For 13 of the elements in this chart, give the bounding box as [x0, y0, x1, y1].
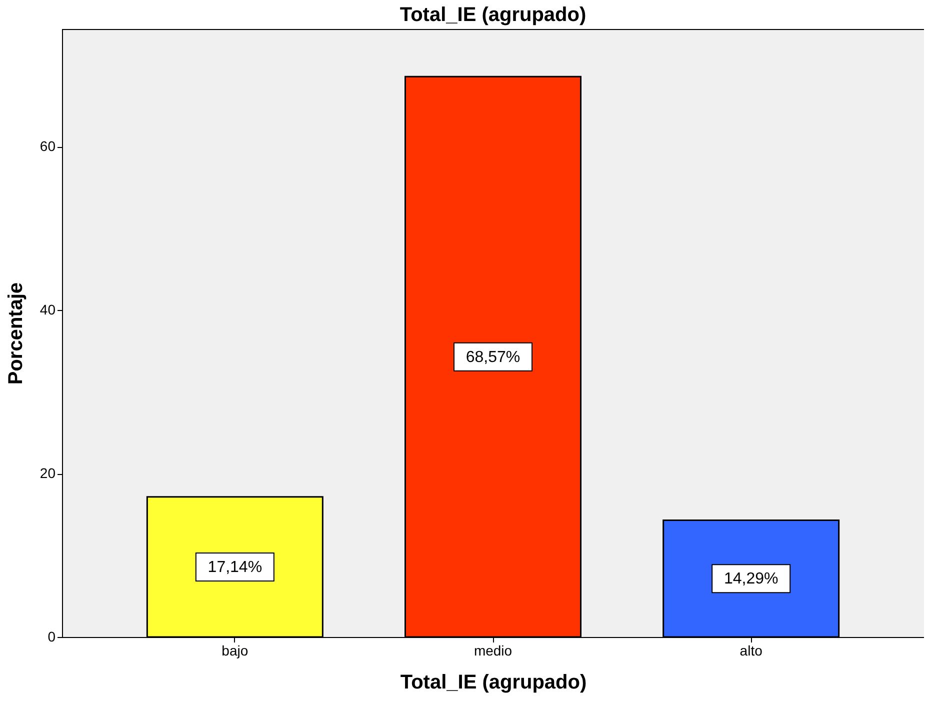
data-label: 17,14%: [208, 558, 262, 576]
y-tick-label: 20: [40, 465, 56, 482]
x-tick-label: bajo: [222, 642, 248, 658]
chart-title: Total_IE (agrupado): [400, 4, 586, 26]
y-tick-label: 60: [40, 138, 56, 154]
x-tick-label: medio: [474, 642, 512, 658]
y-tick-label: 0: [48, 628, 56, 644]
x-tick-label: alto: [740, 642, 763, 658]
x-axis-title: Total_IE (agrupado): [400, 672, 587, 694]
data-label: 14,29%: [724, 570, 778, 588]
y-tick-label: 40: [40, 302, 56, 318]
data-label: 68,57%: [466, 348, 520, 366]
y-axis-title: Porcentaje: [4, 282, 27, 385]
